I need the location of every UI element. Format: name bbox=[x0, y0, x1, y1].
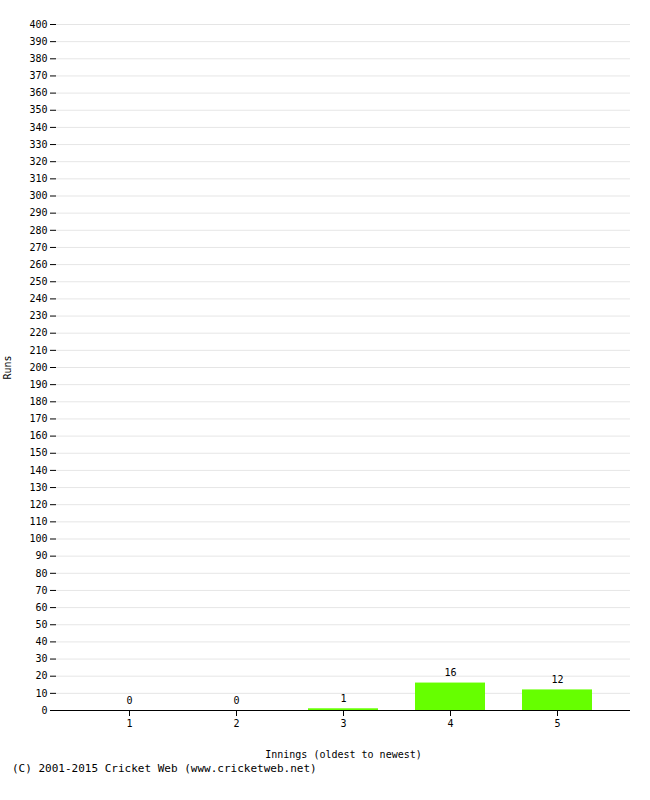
svg-text:80: 80 bbox=[35, 568, 47, 579]
svg-text:250: 250 bbox=[29, 276, 47, 287]
svg-text:140: 140 bbox=[29, 465, 47, 476]
svg-text:230: 230 bbox=[29, 310, 47, 321]
svg-text:2: 2 bbox=[233, 718, 239, 729]
svg-text:200: 200 bbox=[29, 362, 47, 373]
svg-text:350: 350 bbox=[29, 104, 47, 115]
svg-text:70: 70 bbox=[35, 585, 47, 596]
svg-text:0: 0 bbox=[41, 705, 47, 716]
html-text:(C) 2001-2015 Cricket Web (www: (C) 2001-2015 Cricket Web (www.cricketwe… bbox=[12, 762, 317, 775]
svg-text:Innings (oldest to newest): Innings (oldest to newest) bbox=[265, 749, 422, 760]
svg-text:180: 180 bbox=[29, 396, 47, 407]
svg-text:20: 20 bbox=[35, 670, 47, 681]
svg-text:150: 150 bbox=[29, 447, 47, 458]
svg-text:240: 240 bbox=[29, 293, 47, 304]
svg-text:0: 0 bbox=[233, 695, 239, 706]
svg-text:30: 30 bbox=[35, 653, 47, 664]
svg-text:190: 190 bbox=[29, 379, 47, 390]
svg-text:10: 10 bbox=[35, 688, 47, 699]
svg-text:280: 280 bbox=[29, 225, 47, 236]
svg-text:5: 5 bbox=[554, 718, 560, 729]
svg-text:340: 340 bbox=[29, 122, 47, 133]
svg-text:160: 160 bbox=[29, 430, 47, 441]
svg-text:50: 50 bbox=[35, 619, 47, 630]
svg-text:270: 270 bbox=[29, 242, 47, 253]
svg-text:300: 300 bbox=[29, 190, 47, 201]
svg-text:260: 260 bbox=[29, 259, 47, 270]
svg-text:170: 170 bbox=[29, 413, 47, 424]
svg-text:1: 1 bbox=[340, 693, 346, 704]
svg-text:220: 220 bbox=[29, 327, 47, 338]
svg-text:90: 90 bbox=[35, 550, 47, 561]
svg-text:320: 320 bbox=[29, 156, 47, 167]
svg-text:60: 60 bbox=[35, 602, 47, 613]
svg-text:4: 4 bbox=[447, 718, 453, 729]
svg-text:100: 100 bbox=[29, 533, 47, 544]
svg-text:3: 3 bbox=[340, 718, 346, 729]
svg-text:130: 130 bbox=[29, 482, 47, 493]
svg-text:380: 380 bbox=[29, 53, 47, 64]
svg-text:12: 12 bbox=[551, 674, 563, 685]
svg-text:16: 16 bbox=[444, 667, 456, 678]
svg-text:110: 110 bbox=[29, 516, 47, 527]
svg-text:330: 330 bbox=[29, 139, 47, 150]
svg-text:290: 290 bbox=[29, 207, 47, 218]
svg-text:210: 210 bbox=[29, 345, 47, 356]
svg-text:40: 40 bbox=[35, 636, 47, 647]
svg-text:0: 0 bbox=[126, 695, 132, 706]
svg-text:360: 360 bbox=[29, 87, 47, 98]
svg-text:370: 370 bbox=[29, 70, 47, 81]
svg-text:390: 390 bbox=[29, 36, 47, 47]
svg-text:1: 1 bbox=[126, 718, 132, 729]
svg-text:310: 310 bbox=[29, 173, 47, 184]
svg-text:120: 120 bbox=[29, 499, 47, 510]
svg-text:Runs: Runs bbox=[2, 355, 13, 379]
svg-text:400: 400 bbox=[29, 19, 47, 30]
